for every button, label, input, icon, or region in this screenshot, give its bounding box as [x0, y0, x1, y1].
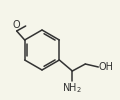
Text: NH$_2$: NH$_2$: [62, 82, 82, 95]
Text: OH: OH: [99, 62, 114, 72]
Text: O: O: [13, 20, 21, 30]
